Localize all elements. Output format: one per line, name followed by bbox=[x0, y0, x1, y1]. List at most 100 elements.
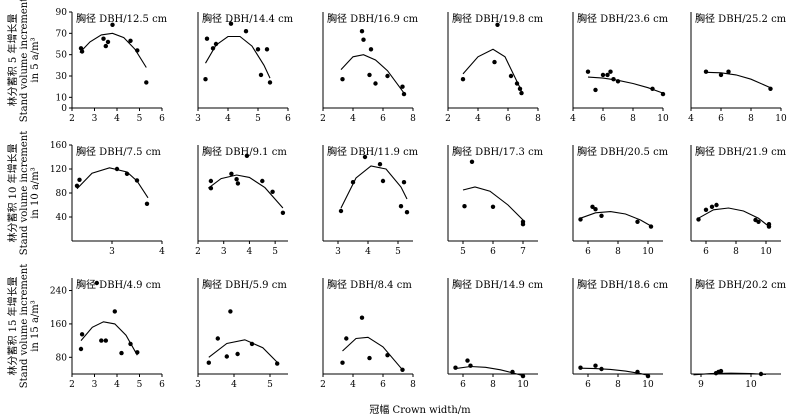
data-point bbox=[228, 21, 234, 26]
x-tick-label: 5 bbox=[255, 114, 261, 124]
data-point bbox=[235, 351, 240, 357]
data-point bbox=[462, 204, 467, 209]
data-point bbox=[210, 46, 216, 51]
data-point bbox=[520, 373, 526, 379]
data-point bbox=[766, 224, 772, 229]
data-point bbox=[135, 350, 140, 355]
x-tick-label: 8 bbox=[615, 247, 621, 257]
data-point bbox=[362, 154, 368, 160]
data-point bbox=[593, 87, 598, 93]
x-tick-label: 6 bbox=[490, 247, 496, 257]
data-point bbox=[703, 207, 709, 212]
x-tick-label: 10 bbox=[657, 114, 669, 124]
x-tick-label: 4 bbox=[350, 114, 356, 124]
panel-title: 胸径 DBH/9.1 cm bbox=[202, 145, 287, 158]
data-point bbox=[460, 77, 466, 82]
panel-title: 胸径 DBH/5.9 cm bbox=[202, 278, 287, 291]
data-point bbox=[468, 363, 473, 368]
x-tick-label: 3 bbox=[195, 380, 201, 390]
data-point bbox=[78, 346, 84, 352]
data-point bbox=[228, 309, 233, 314]
x-tick-label: 6 bbox=[159, 114, 165, 124]
data-point bbox=[703, 69, 709, 74]
fitted-curve bbox=[80, 321, 138, 356]
x-tick-label: 4 bbox=[475, 114, 481, 124]
data-point bbox=[267, 80, 273, 85]
y-axis-label: in 5 a/m³ bbox=[30, 37, 41, 82]
y-axis-label: 林分蓄积 10 年增长量 bbox=[6, 143, 19, 242]
data-point bbox=[103, 43, 109, 49]
y-axis-label: Stand volume increment bbox=[19, 264, 30, 389]
data-point bbox=[361, 37, 366, 42]
x-tick-label: 2 bbox=[69, 114, 75, 124]
data-point bbox=[599, 213, 604, 218]
data-point bbox=[213, 41, 219, 47]
data-point bbox=[203, 77, 208, 82]
data-point bbox=[124, 171, 130, 176]
x-tick-label: 8 bbox=[615, 380, 621, 390]
data-point bbox=[74, 183, 80, 188]
data-point bbox=[590, 204, 595, 209]
data-point bbox=[605, 72, 610, 78]
data-point bbox=[112, 309, 118, 314]
data-point bbox=[244, 153, 250, 158]
data-point bbox=[79, 332, 85, 337]
chart-panel: 2 3 4 5 胸径 DBH/9.1 cm bbox=[195, 145, 288, 257]
data-point bbox=[135, 48, 140, 53]
data-point bbox=[128, 341, 133, 347]
x-tick-label: 4 bbox=[114, 380, 120, 390]
y-tick-label: 160 bbox=[50, 320, 67, 330]
x-tick-label: 8 bbox=[535, 114, 541, 124]
y-tick-label: 0 bbox=[61, 104, 67, 114]
x-tick-label: 4 bbox=[247, 247, 253, 257]
fitted-curve bbox=[705, 71, 771, 89]
y-axis-label: in 10 a/m³ bbox=[30, 167, 41, 219]
x-tick-label: 8 bbox=[410, 380, 416, 390]
data-point bbox=[260, 178, 265, 184]
panel-title: 胸径 DBH/7.5 cm bbox=[76, 145, 161, 158]
x-tick-label: 5 bbox=[395, 247, 401, 257]
chart-panel: 2 4 6 8 胸径 DBH/19.8 cm bbox=[445, 12, 544, 124]
x-tick-label: 8 bbox=[410, 114, 416, 124]
chart-panel: 2 3 4 5 6 010 30 50 70 90 胸径 DBH/12.5 cm 林分蓄积 5 年增长… bbox=[6, 0, 168, 124]
data-point bbox=[208, 186, 214, 191]
fitted-curve bbox=[462, 48, 522, 92]
chart-panel: 3 4 5 6 胸径 DBH/14.4 cm bbox=[195, 12, 294, 124]
data-point bbox=[377, 162, 383, 167]
data-point bbox=[510, 369, 515, 375]
fitted-curve bbox=[340, 54, 405, 94]
panel-title: 胸径 DBH/20.2 cm bbox=[695, 278, 787, 291]
x-tick-label: 4 bbox=[350, 380, 356, 390]
data-point bbox=[373, 81, 378, 86]
x-tick-label: 4 bbox=[231, 380, 237, 390]
fitted-curve bbox=[79, 32, 147, 68]
chart-panel: 4 6 8 10 胸径 DBH/23.6 cm bbox=[570, 12, 669, 124]
y-tick-label: 10 bbox=[56, 93, 68, 103]
data-point bbox=[758, 371, 764, 377]
fitted-curve bbox=[455, 365, 524, 377]
chart-panel: 6 8 10 胸径 DBH/18.6 cm bbox=[572, 278, 669, 390]
data-point bbox=[344, 336, 349, 341]
data-point bbox=[79, 49, 85, 54]
data-point bbox=[578, 365, 583, 370]
panel-title: 胸径 DBH/8.4 cm bbox=[327, 278, 412, 291]
data-point bbox=[234, 177, 239, 182]
data-point bbox=[380, 178, 386, 184]
data-point bbox=[249, 341, 255, 347]
panel-title: 胸径 DBH/11.9 cm bbox=[327, 145, 419, 158]
data-point bbox=[600, 72, 606, 78]
fitted-curve bbox=[580, 367, 649, 376]
data-point bbox=[508, 73, 514, 79]
x-tick-label: 8 bbox=[630, 114, 636, 124]
data-point bbox=[726, 69, 731, 74]
data-point bbox=[401, 180, 407, 185]
panel-title: 胸径 DBH/16.9 cm bbox=[327, 12, 419, 25]
data-point bbox=[359, 29, 365, 34]
data-point bbox=[367, 355, 372, 361]
data-point bbox=[94, 280, 100, 286]
data-point bbox=[367, 72, 372, 78]
x-tick-label: 10 bbox=[760, 247, 772, 257]
data-point bbox=[385, 73, 390, 79]
x-tick-label: 3 bbox=[92, 380, 98, 390]
